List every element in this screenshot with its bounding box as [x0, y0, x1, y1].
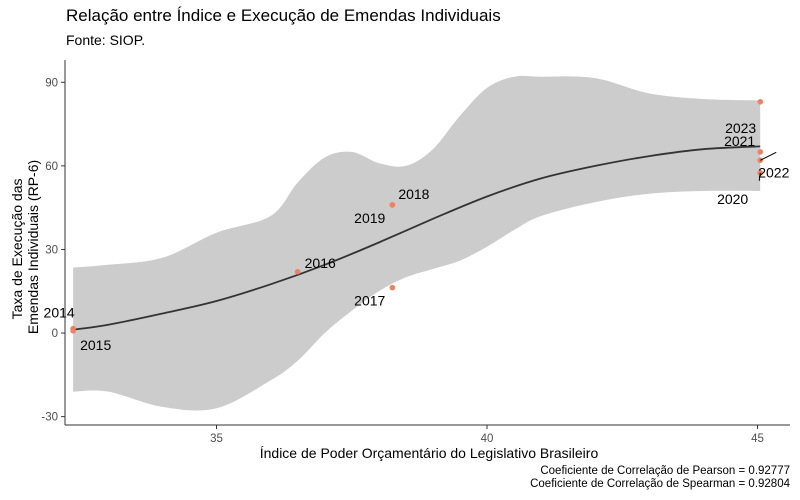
point-label-2017: 2017	[354, 293, 385, 309]
point-label-2018: 2018	[398, 186, 429, 202]
point-2016	[295, 269, 301, 275]
spearman-caption: Coeficiente de Correlação de Spearman = …	[530, 478, 790, 490]
point-label-2019: 2019	[354, 210, 385, 226]
y-ticks: -30 0 30 60 90	[41, 77, 65, 423]
point-label-2020: 2020	[717, 191, 748, 207]
y-tick-label-90: 90	[45, 77, 58, 89]
pearson-caption: Coeficiente de Correlação de Pearson = 0…	[540, 465, 790, 477]
point-label-2014: 2014	[44, 305, 75, 321]
x-tick-label-40: 40	[481, 433, 494, 445]
y-tick-label-0: 0	[52, 328, 58, 340]
x-axis-label: Índice de Poder Orçamentário do Legislat…	[260, 445, 599, 461]
chart-subtitle: Fonte: SIOP.	[66, 32, 145, 48]
y-tick-label--30: -30	[41, 412, 58, 424]
y-axis-label: Taxa de Execução das Emendas Individuais…	[9, 160, 41, 334]
confidence-band	[73, 76, 760, 411]
label-leader-2022	[760, 152, 776, 160]
point-2019	[390, 202, 396, 208]
chart-title: Relação entre Índice e Execução de Emend…	[66, 6, 501, 26]
x-tick-label-35: 35	[210, 433, 223, 445]
point-label-2022: 2022	[758, 164, 789, 180]
y-axis-label-line-2: Emendas Individuais (RP-6)	[25, 160, 41, 334]
y-axis-label-line-1: Taxa de Execução das	[9, 179, 25, 320]
x-ticks: 35 40 45	[210, 425, 764, 445]
point-2015	[70, 328, 76, 334]
point-2021	[757, 149, 763, 155]
point-2017	[390, 285, 396, 291]
y-tick-label-30: 30	[45, 244, 58, 256]
point-2023	[757, 99, 763, 105]
point-label-2023: 2023	[725, 120, 756, 136]
point-label-2015: 2015	[80, 337, 111, 353]
y-tick-label-60: 60	[45, 161, 58, 173]
x-tick-label-45: 45	[751, 433, 764, 445]
point-label-2016: 2016	[305, 255, 336, 271]
